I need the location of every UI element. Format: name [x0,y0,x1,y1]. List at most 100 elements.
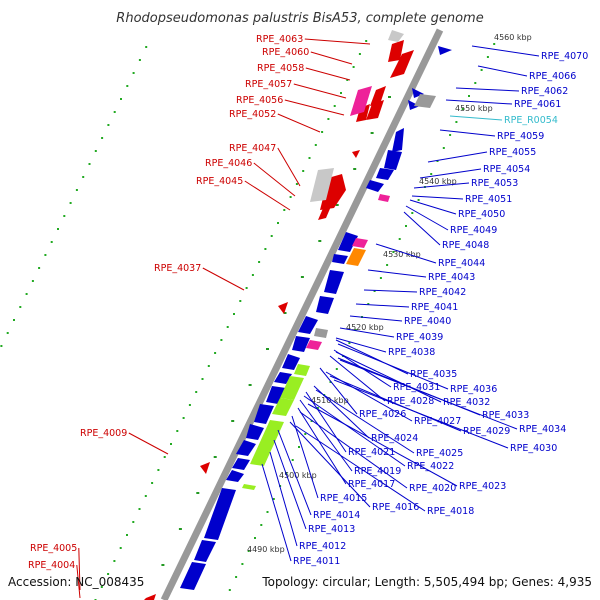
genome-summary-text: Topology: circular; Length: 5,505,494 bp… [261,575,592,589]
gene-label: RPE_4032 [443,397,490,408]
label-connector [293,83,347,99]
gene-label: RPE_4005 [30,543,77,554]
label-connector [419,168,482,179]
gene-label: RPE_4070 [541,51,588,62]
label-connector [337,343,449,390]
label-connector [310,51,353,65]
gene-label: RPE_4057 [245,79,292,90]
label-connector [335,351,442,403]
label-connector [375,243,437,264]
genome-title: Rhodopseudomonas palustris BisA53, compl… [116,11,483,26]
label-connector [299,399,353,472]
gene-label: RPE_4054 [483,164,530,175]
gene-label: RPE_4030 [510,443,557,454]
gene-label: RPE_R0054 [504,115,558,126]
left-gene-labels: RPE_4063 RPE_4060 RPE_4058 RPE_4057 RPE_4056… [28,34,309,571]
gene-label: RPE_4013 [308,524,355,535]
gene-label: RPE_4044 [438,258,485,269]
gene-label: RPE_4038 [388,347,435,358]
label-connector [291,415,319,499]
label-connector [333,379,509,449]
gene-label: RPE_4066 [529,71,576,82]
gene-label: RPE_4012 [299,541,346,552]
gene-label: RPE_4017 [348,479,395,490]
gene-label: RPE_4053 [471,178,518,189]
label-connector [355,303,410,308]
label-connector [244,180,291,211]
gene-label: RPE_4004 [28,560,75,571]
label-connector [304,38,371,45]
gene-label: RPE_4061 [514,99,561,110]
gene-label: RPE_4062 [521,86,568,97]
gene-label: RPE_4040 [404,316,451,327]
label-connector [277,429,312,516]
gene-label: RPE_4022 [407,461,454,472]
genome-backbone [160,28,444,600]
gene-label: RPE_4042 [419,287,466,298]
label-connector [305,67,351,81]
label-connector [367,269,427,278]
label-connector [409,199,457,215]
gene-label: RPE_4063 [256,34,303,45]
label-connector [307,403,458,487]
scale-label: 4560 kbp [494,33,532,42]
gene-label: RPE_4048 [442,240,489,251]
gene-label: RPE_4021 [348,447,395,458]
label-connector [427,151,488,163]
gene-label: RPE_4033 [482,410,529,421]
gene-label: RPE_4023 [459,481,506,492]
gene-label: RPE_4058 [257,63,304,74]
label-connector [128,432,169,455]
label-connector [76,564,81,599]
gene-label: RPE_4041 [411,302,458,313]
gene-label: RPE_4049 [450,225,497,236]
gene-label: RPE_4045 [196,176,243,187]
gene-label: RPE_4020 [409,483,456,494]
gene-label: RPE_4035 [410,369,457,380]
accession-text: Accession: NC_008435 [8,575,144,589]
label-connector [253,162,296,197]
label-connector [335,339,409,375]
gene-label: RPE_4014 [313,510,360,521]
label-connector [299,411,408,489]
label-connector [289,421,371,508]
forward-strand-features [144,40,414,600]
label-connector [455,87,520,92]
label-connector [339,327,395,338]
right-label-connectors [261,45,540,562]
gene-label: RPE_4009 [80,428,127,439]
label-connector [445,99,513,105]
gene-label: RPE_4051 [465,194,512,205]
gene-label: RPE_4059 [497,131,544,142]
gene-label: RPE_4015 [320,493,367,504]
label-connector [277,113,321,133]
label-connector [261,463,292,562]
label-connector [284,99,345,116]
scale-label: 4500 kbp [279,471,317,480]
label-connector [297,407,347,485]
label-connector [273,439,307,530]
label-connector [403,211,441,246]
label-connector [202,267,245,291]
scale-label: 4490 kbp [247,545,285,554]
label-connector [269,451,298,547]
gene-label: RPE_4052 [229,109,276,120]
label-connector [335,337,387,353]
gene-label: RPE_4025 [416,448,463,459]
scale-label: 4550 kbp [455,104,493,113]
other-features [242,30,436,490]
gene-label: RPE_4047 [229,143,276,154]
label-connector [277,147,301,187]
label-connector [319,367,358,415]
gene-label: RPE_4055 [489,147,536,158]
label-connector [78,547,81,591]
label-connector [315,389,415,454]
label-connector [405,205,449,231]
scale-label: 4520 kbp [346,323,384,332]
scale-label: 4530 kbp [383,250,421,259]
gene-label: RPE_4016 [372,502,419,513]
label-connector [295,425,426,512]
gene-label: RPE_4031 [393,382,440,393]
gene-label: RPE_4056 [236,95,283,106]
gene-label: RPE_4024 [371,433,418,444]
